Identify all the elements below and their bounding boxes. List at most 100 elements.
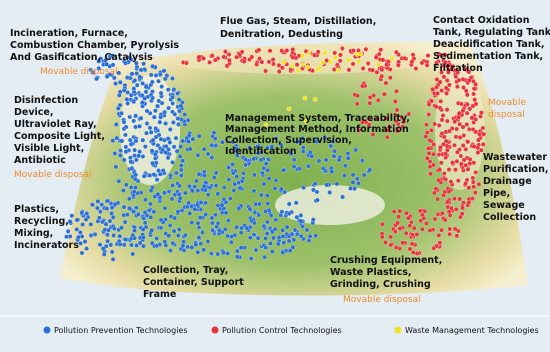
point	[470, 179, 476, 185]
point	[464, 110, 470, 116]
point	[322, 50, 328, 56]
point	[249, 54, 255, 60]
point	[300, 53, 305, 59]
point	[309, 153, 315, 159]
point	[472, 190, 478, 195]
point	[263, 245, 268, 250]
point	[443, 85, 449, 91]
point	[273, 136, 279, 141]
point	[137, 149, 143, 155]
point	[76, 234, 81, 240]
point	[431, 151, 436, 157]
point	[457, 196, 463, 202]
point	[247, 206, 253, 212]
point	[263, 236, 268, 241]
point	[342, 163, 348, 169]
point	[83, 217, 89, 222]
point	[313, 139, 319, 145]
point	[265, 167, 271, 173]
point	[132, 78, 138, 83]
point	[123, 144, 129, 150]
point	[316, 158, 322, 164]
point	[170, 160, 175, 165]
point	[241, 170, 246, 176]
point	[227, 57, 232, 63]
point	[80, 222, 85, 227]
point	[124, 75, 130, 80]
point	[300, 145, 306, 150]
point	[131, 209, 137, 214]
point	[436, 232, 442, 238]
point	[256, 47, 262, 53]
point	[156, 132, 162, 138]
point	[399, 115, 405, 120]
point	[123, 149, 129, 155]
point	[124, 96, 130, 102]
point	[313, 233, 318, 239]
point	[110, 214, 116, 220]
point	[280, 234, 286, 239]
point	[323, 157, 329, 163]
point	[461, 157, 467, 163]
point	[298, 218, 304, 224]
point	[110, 256, 116, 262]
point	[426, 112, 432, 117]
point	[447, 212, 453, 218]
point	[205, 151, 211, 157]
point	[443, 60, 448, 65]
point	[229, 239, 234, 245]
point	[121, 87, 127, 93]
point	[140, 154, 146, 159]
point	[426, 151, 432, 156]
point	[173, 135, 179, 141]
point	[141, 243, 146, 249]
point	[155, 143, 161, 148]
point	[119, 110, 124, 116]
point	[367, 95, 373, 100]
point	[448, 179, 454, 185]
point	[471, 184, 477, 190]
point	[152, 114, 157, 120]
point	[193, 242, 199, 248]
point	[144, 121, 150, 126]
point	[101, 252, 107, 257]
point	[444, 91, 449, 96]
point	[447, 82, 452, 88]
point	[456, 110, 462, 116]
point	[456, 114, 462, 120]
point	[395, 128, 400, 134]
point	[118, 148, 123, 153]
point	[232, 181, 238, 187]
label: Contact Oxidation	[433, 15, 530, 26]
point	[161, 68, 167, 74]
point	[453, 74, 459, 79]
point	[433, 186, 439, 192]
point	[133, 138, 139, 144]
point	[178, 103, 184, 109]
point	[217, 227, 222, 233]
point	[212, 136, 218, 142]
point	[464, 92, 470, 98]
point	[106, 227, 111, 233]
point	[410, 52, 416, 58]
point	[177, 183, 182, 189]
point	[152, 151, 158, 157]
point	[300, 135, 305, 141]
point	[276, 62, 282, 68]
point	[223, 49, 228, 54]
point	[281, 59, 287, 65]
point	[376, 51, 382, 57]
point	[361, 172, 367, 178]
point	[394, 107, 400, 113]
point	[195, 188, 201, 194]
label: Incinerators	[14, 240, 79, 251]
point	[117, 241, 123, 247]
point	[96, 66, 102, 71]
point	[131, 86, 137, 91]
point	[220, 139, 225, 145]
point	[174, 170, 179, 176]
ridge	[170, 46, 430, 74]
point	[243, 157, 248, 162]
point	[426, 102, 432, 107]
point	[331, 67, 337, 72]
